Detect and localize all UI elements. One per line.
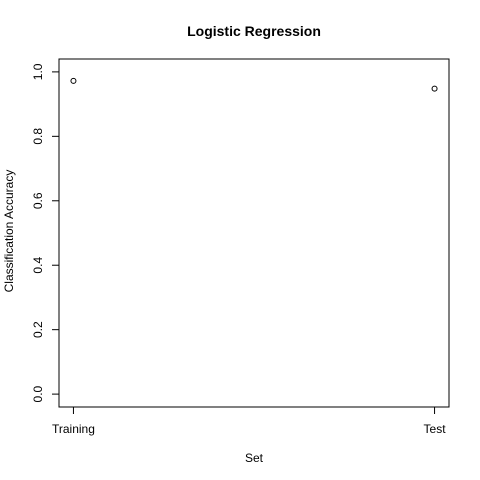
y-tick-label: 1.0 xyxy=(31,63,45,80)
x-tick-label: Training xyxy=(52,422,95,436)
y-axis: 0.0 0.2 0.4 0.6 0.8 1.0 xyxy=(31,63,60,402)
data-point xyxy=(70,77,77,84)
y-tick-label: 0.8 xyxy=(31,128,45,145)
data-point xyxy=(431,85,438,92)
plot-frame xyxy=(58,58,450,408)
y-tick-label: 0.0 xyxy=(31,385,45,402)
chart-title: Logistic Regression xyxy=(187,23,321,39)
x-axis: Training Test xyxy=(52,406,447,436)
y-tick-label: 0.6 xyxy=(31,192,45,209)
x-tick-label: Test xyxy=(424,422,447,436)
x-axis-label: Set xyxy=(245,451,264,465)
data-points xyxy=(70,77,438,92)
y-tick-label: 0.2 xyxy=(31,321,45,338)
y-axis-label: Classification Accuracy xyxy=(2,170,16,293)
y-tick-label: 0.4 xyxy=(31,257,45,274)
